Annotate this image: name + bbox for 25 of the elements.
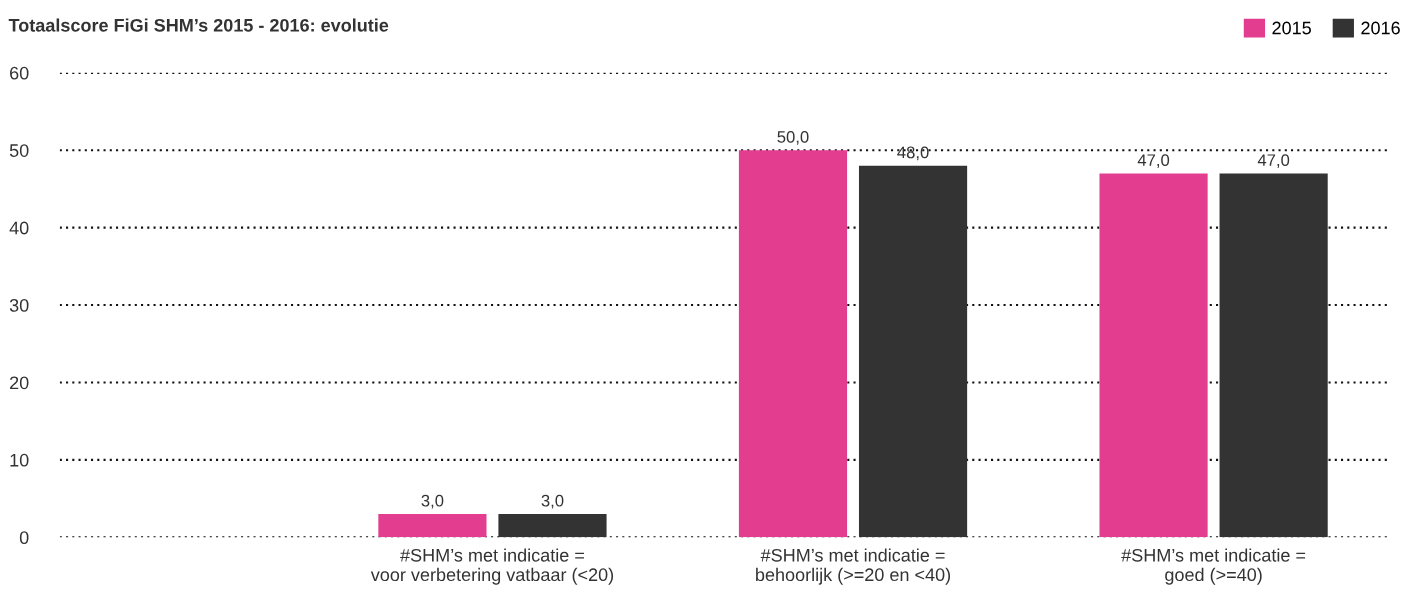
y-tick-label: 60 — [10, 66, 29, 80]
y-tick-label: 20 — [10, 376, 29, 390]
data-label: 3,0 — [421, 494, 444, 509]
data-label: 47,0 — [1257, 154, 1290, 168]
y-tick-label: 10 — [10, 453, 29, 467]
bar — [498, 514, 607, 538]
x-tick-label: #SHM’s met indicatie = goed (>=40) — [1121, 548, 1306, 585]
legend-label: 2016 — [1361, 21, 1400, 35]
bar — [1219, 173, 1328, 538]
data-label: 3,0 — [541, 494, 564, 509]
bar — [378, 514, 487, 538]
y-tick-label: 40 — [9, 221, 29, 235]
data-label: 47,0 — [1137, 154, 1170, 168]
x-tick-label: #SHM’s met indicatie = behoorlijk (>=20 en <40) — [756, 548, 951, 585]
y-tick-label: 0 — [19, 531, 29, 545]
data-label: 50,0 — [777, 130, 809, 145]
bar — [858, 165, 968, 538]
y-tick-label: 30 — [9, 299, 29, 312]
legend-label: 2015 — [1272, 21, 1311, 35]
y-tick-label: 50 — [9, 144, 29, 157]
chart-title: Totaalscore FiGi SHM’s 2015 - 2016: evolutie — [8, 18, 389, 32]
data-label: 48,0 — [897, 146, 929, 161]
x-tick-label: #SHM’s met indicatie = voor verbetering vatbaar (<20) — [370, 548, 614, 585]
bar — [1099, 173, 1208, 538]
bar — [738, 150, 848, 538]
